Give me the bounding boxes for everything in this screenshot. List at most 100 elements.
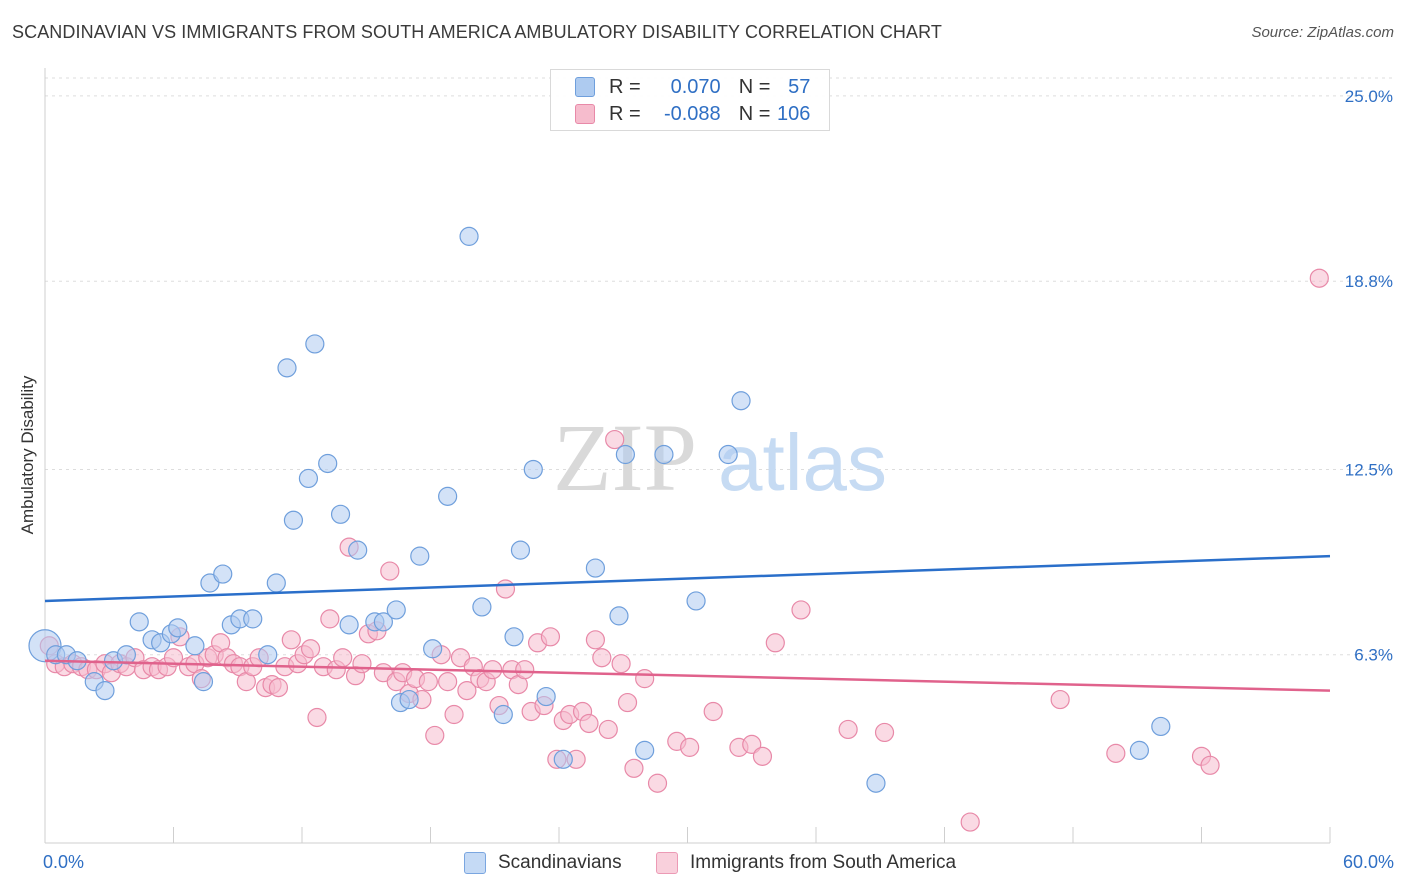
legend-item-scandinavians: Scandinavians — [464, 852, 622, 874]
legend-n-label: N = — [738, 75, 771, 98]
data-point-immigrants — [320, 609, 340, 629]
grid-layer — [45, 77, 1395, 656]
data-point-immigrants — [765, 633, 785, 653]
legend-r-value: -0.088 — [663, 102, 721, 125]
data-point-scandinavians — [213, 564, 233, 584]
data-point-scandinavians — [504, 627, 524, 647]
data-point-scandinavians — [423, 639, 443, 659]
data-point-scandinavians — [1151, 716, 1171, 737]
trend-lines — [44, 554, 1331, 692]
trend-line-immigrants — [44, 659, 1331, 692]
y-tick-label: 25.0% — [1345, 87, 1393, 106]
series-immigrants-points — [39, 268, 1329, 832]
legend-row-immigrants: R = -0.088 N = 106 — [575, 102, 810, 126]
data-point-immigrants — [838, 719, 858, 740]
data-point-scandinavians — [459, 226, 479, 246]
data-point-scandinavians — [283, 510, 304, 530]
data-point-scandinavians — [585, 558, 606, 578]
data-point-scandinavians — [193, 672, 214, 692]
data-point-immigrants — [1309, 268, 1329, 288]
data-point-immigrants — [495, 579, 516, 599]
y-tick-label: 18.8% — [1345, 272, 1393, 291]
watermark-atlas: atlas — [718, 418, 887, 507]
data-point-immigrants — [483, 660, 503, 680]
y-tick-labels: 6.3% 12.5% 18.8% 25.0% — [1345, 87, 1393, 665]
data-point-immigrants — [960, 812, 980, 832]
data-point-immigrants — [605, 429, 625, 450]
data-point-scandinavians — [553, 749, 573, 769]
data-point-scandinavians — [866, 773, 886, 793]
data-point-scandinavians — [277, 358, 297, 378]
data-point-immigrants — [163, 648, 184, 668]
data-point-immigrants — [333, 648, 353, 668]
data-point-immigrants — [742, 734, 762, 754]
legend-n-label: N = — [738, 102, 771, 125]
legend-label-scandinavians: Scandinavians — [498, 852, 622, 873]
data-point-immigrants — [647, 773, 668, 793]
data-point-immigrants — [1200, 755, 1220, 775]
legend-r-label: R = — [609, 102, 641, 125]
data-point-immigrants — [444, 704, 464, 725]
data-point-scandinavians — [386, 600, 406, 620]
series-scandinavians-points — [28, 226, 1171, 793]
data-point-scandinavians — [318, 453, 338, 474]
data-point-scandinavians — [258, 645, 278, 665]
data-point-scandinavians — [348, 540, 368, 560]
data-point-immigrants — [680, 737, 700, 757]
data-point-scandinavians — [330, 504, 351, 524]
data-point-scandinavians — [116, 645, 136, 665]
legend-n-value: 57 — [788, 75, 811, 98]
data-point-immigrants — [540, 627, 561, 647]
data-point-scandinavians — [438, 486, 458, 506]
data-point-scandinavians — [654, 444, 674, 465]
data-point-immigrants — [1050, 689, 1070, 710]
legend-swatch-pink-icon — [656, 852, 678, 874]
data-point-immigrants — [380, 561, 400, 581]
data-point-immigrants — [703, 701, 723, 722]
data-point-immigrants — [300, 639, 321, 659]
data-point-scandinavians — [266, 573, 286, 593]
data-point-scandinavians — [493, 704, 513, 725]
legend-r-value: 0.070 — [670, 75, 721, 98]
data-point-immigrants — [1106, 743, 1126, 763]
data-point-immigrants — [585, 630, 606, 650]
data-point-scandinavians — [523, 459, 543, 480]
data-point-scandinavians — [615, 444, 635, 465]
legend-swatch-blue-icon — [575, 77, 595, 97]
y-tick-label: 6.3% — [1354, 646, 1393, 665]
data-point-scandinavians — [635, 740, 655, 760]
y-tick-label: 12.5% — [1345, 460, 1393, 479]
axis-layer — [44, 68, 1331, 844]
data-point-immigrants — [268, 678, 289, 698]
data-point-immigrants — [438, 672, 458, 692]
data-point-scandinavians — [185, 636, 205, 656]
data-point-immigrants — [624, 758, 644, 778]
data-point-scandinavians — [129, 612, 149, 632]
data-point-scandinavians — [1129, 740, 1149, 760]
data-point-scandinavians — [95, 680, 115, 701]
data-point-scandinavians — [339, 615, 359, 635]
data-point-immigrants — [352, 654, 372, 674]
correlation-legend: R = 0.070 N = 57 R = -0.088 N = 106 — [550, 69, 830, 131]
data-point-scandinavians — [305, 334, 325, 354]
x-tick-label-max: 60.0% — [1342, 852, 1394, 872]
chart-title: SCANDINAVIAN VS IMMIGRANTS FROM SOUTH AM… — [12, 22, 942, 42]
legend-item-immigrants: Immigrants from South America — [656, 852, 956, 874]
legend-r-label: R = — [609, 75, 641, 98]
source-note: Source: ZipAtlas.com — [1251, 24, 1394, 41]
data-point-scandinavians — [536, 686, 556, 707]
data-point-scandinavians — [609, 606, 629, 626]
data-point-immigrants — [598, 719, 618, 740]
legend-swatch-blue-icon — [464, 852, 486, 874]
data-point-scandinavians — [510, 540, 531, 560]
legend-label-immigrants: Immigrants from South America — [690, 852, 957, 873]
watermark: ZIP atlas — [553, 404, 887, 511]
data-point-scandinavians — [399, 689, 419, 710]
legend-swatch-pink-icon — [575, 104, 595, 124]
data-point-immigrants — [752, 746, 773, 766]
data-point-scandinavians — [472, 597, 492, 617]
legend-row-scandinavians: R = 0.070 N = 57 — [575, 75, 810, 99]
data-point-scandinavians — [373, 612, 393, 632]
legend-n-value: 106 — [777, 102, 811, 125]
